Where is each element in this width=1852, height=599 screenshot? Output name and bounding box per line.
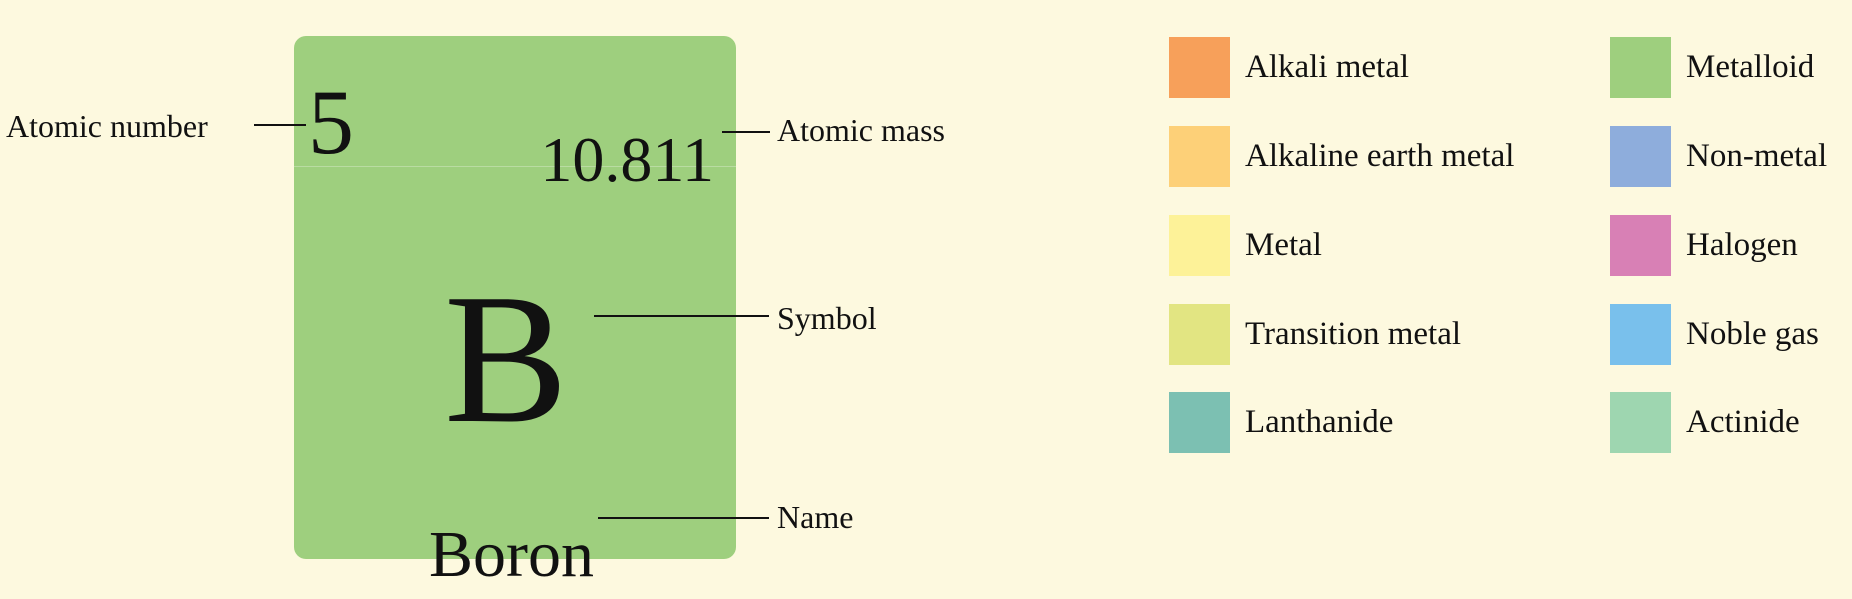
legend-label-metal: Metal [1245, 227, 1322, 263]
legend-label-halogen: Halogen [1686, 227, 1798, 263]
legend-swatch-noble-gas [1610, 304, 1671, 365]
legend-swatch-non-metal [1610, 126, 1671, 187]
legend-label-non-metal: Non-metal [1686, 138, 1828, 174]
element-name: Boron [429, 518, 594, 591]
name-leader-line [598, 517, 769, 519]
legend-swatch-alkali-metal [1169, 37, 1230, 98]
atomic-mass-leader-line [722, 131, 770, 133]
atomic-mass-value: 10.811 [540, 124, 714, 195]
legend-swatch-alkaline-earth-metal [1169, 126, 1230, 187]
legend-label-noble-gas: Noble gas [1686, 316, 1819, 352]
legend-swatch-lanthanide [1169, 392, 1230, 453]
symbol-leader-line [594, 315, 769, 317]
legend-label-actinide: Actinide [1686, 404, 1800, 440]
legend-swatch-metalloid [1610, 37, 1671, 98]
legend-label-alkaline-earth-metal: Alkaline earth metal [1245, 138, 1515, 174]
legend-swatch-transition-metal [1169, 304, 1230, 365]
legend-label-lanthanide: Lanthanide [1245, 404, 1394, 440]
symbol-callout-label: Symbol [777, 300, 877, 336]
tile-header-band [294, 36, 736, 167]
atomic-mass-callout-label: Atomic mass [777, 112, 945, 148]
legend-swatch-halogen [1610, 215, 1671, 276]
element-tile: 5 10.811 B Boron [294, 36, 736, 588]
element-symbol: B [444, 256, 569, 462]
name-callout-label: Name [777, 499, 854, 535]
legend-label-transition-metal: Transition metal [1245, 316, 1462, 352]
atomic-number-value: 5 [308, 71, 354, 173]
legend-swatch-actinide [1610, 392, 1671, 453]
legend-swatch-metal [1169, 215, 1230, 276]
legend-label-alkali-metal: Alkali metal [1245, 49, 1410, 85]
legend-label-metalloid: Metalloid [1686, 49, 1815, 85]
atomic-number-leader-line [254, 124, 306, 126]
atomic-number-callout-label: Atomic number [6, 108, 208, 144]
